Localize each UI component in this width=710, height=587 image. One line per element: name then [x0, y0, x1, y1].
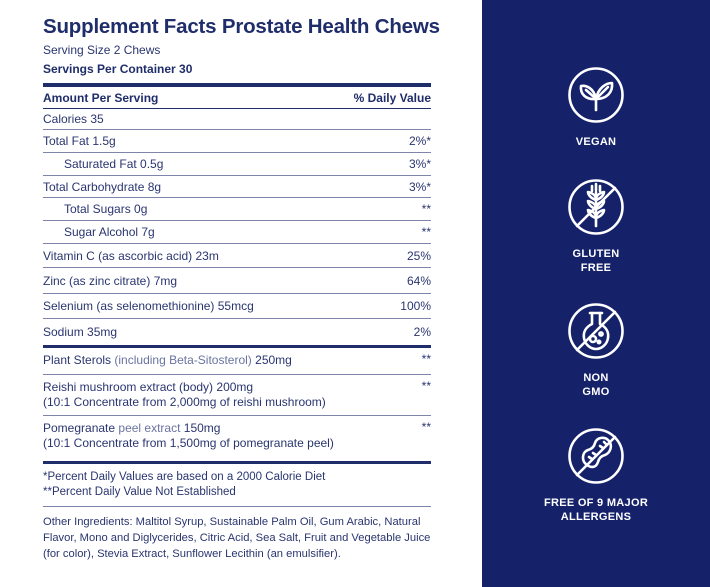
- nutrient-dv: **: [421, 202, 431, 216]
- badge-label: VEGAN: [575, 136, 617, 148]
- supplement-facts-panel: Supplement Facts Prostate Health Chews S…: [43, 14, 440, 562]
- badge-vegan: VEGAN: [482, 66, 710, 149]
- servings-per-container: Servings Per Container 30: [43, 62, 193, 76]
- nutrient-dv: 64%: [406, 273, 431, 288]
- vegan-leaf-icon: [567, 66, 625, 124]
- badge-gluten-free: GLUTEN FREE: [482, 178, 710, 275]
- nutrient-name: Saturated Fat 0.5g: [64, 157, 164, 171]
- nutrient-row-total-fat: Total Fat 1.5g 2%*: [43, 130, 431, 153]
- extract-dv: **: [421, 420, 431, 434]
- amount-per-serving-header: Amount Per Serving: [43, 90, 159, 105]
- facts-header-row: Amount Per Serving % Daily Value: [43, 87, 431, 109]
- nutrient-name: Calories 35: [43, 112, 104, 126]
- nutrient-name: Sodium 35mg: [43, 325, 118, 339]
- nutrient-name: Total Fat 1.5g: [43, 134, 116, 148]
- badges-panel: VEGAN GLUTEN FREE: [482, 0, 710, 587]
- nutrient-row-total-sugars: Total Sugars 0g **: [43, 198, 431, 221]
- badge-non-gmo: NON GMO: [482, 302, 710, 399]
- nutrient-dv: 25%: [406, 248, 431, 263]
- daily-value-header: % Daily Value: [353, 90, 431, 105]
- allergen-free-peanut-icon: [567, 427, 625, 485]
- nutrient-dv: **: [421, 225, 431, 239]
- nutrient-row-saturated-fat: Saturated Fat 0.5g 3%*: [43, 153, 431, 176]
- nutrient-name: Selenium (as selenomethionine) 55mcg: [43, 299, 254, 313]
- extract-row-pomegranate: Pomegranate peel extract 150mg (10:1 Con…: [43, 416, 431, 464]
- nutrient-row-sugar-alcohol: Sugar Alcohol 7g **: [43, 221, 431, 244]
- nutrient-row-selenium: Selenium (as selenomethionine) 55mcg 100…: [43, 294, 431, 319]
- thick-divider: [43, 83, 431, 87]
- footnote-daily-values: *Percent Daily Values are based on a 200…: [43, 471, 326, 483]
- nutrient-row-total-carbohydrate: Total Carbohydrate 8g 3%*: [43, 176, 431, 198]
- nutrient-row-vitamin-c: Vitamin C (as ascorbic acid) 23m 25%: [43, 244, 431, 268]
- non-gmo-flask-icon: [567, 302, 625, 360]
- nutrient-dv: 3%*: [408, 179, 431, 194]
- gluten-free-wheat-icon: [567, 178, 625, 236]
- badge-label: GLUTEN FREE: [572, 248, 620, 274]
- extract-dv: **: [421, 379, 431, 393]
- badge-label: NON GMO: [582, 372, 610, 398]
- nutrient-name: Zinc (as zinc citrate) 7mg: [43, 273, 178, 288]
- footnote-not-established: **Percent Daily Value Not Established: [43, 486, 236, 498]
- badge-allergen-free: FREE OF 9 MAJOR ALLERGENS: [482, 427, 710, 524]
- extract-row-reishi: Reishi mushroom extract (body) 200mg (10…: [43, 375, 431, 416]
- other-ingredients: Other Ingredients: Maltitol Syrup, Susta…: [43, 516, 431, 560]
- nutrient-name: Sugar Alcohol 7g: [64, 225, 155, 239]
- badge-label: FREE OF 9 MAJOR ALLERGENS: [543, 497, 649, 523]
- extract-name: Pomegranate peel extract 150mg (10:1 Con…: [43, 421, 334, 450]
- serving-size: Serving Size 2 Chews: [43, 43, 161, 57]
- nutrient-name: Vitamin C (as ascorbic acid) 23m: [43, 248, 219, 263]
- nutrient-row-zinc: Zinc (as zinc citrate) 7mg 64%: [43, 268, 431, 294]
- nutrient-dv: 2%*: [408, 134, 431, 148]
- nutrient-dv: 3%*: [408, 157, 431, 171]
- nutrient-dv: 2%: [413, 325, 431, 339]
- nutrient-row-calories: Calories 35: [43, 109, 431, 130]
- nutrient-name: Total Sugars 0g: [64, 202, 148, 216]
- footnotes: *Percent Daily Values are based on a 200…: [43, 464, 431, 507]
- extract-name: Reishi mushroom extract (body) 200mg (10…: [43, 380, 326, 409]
- extract-dv: **: [421, 352, 431, 366]
- nutrient-dv: 100%: [400, 299, 431, 313]
- facts-title: Supplement Facts Prostate Health Chews: [43, 15, 440, 38]
- nutrient-row-sodium: Sodium 35mg 2%: [43, 319, 431, 348]
- extract-name: Plant Sterols (including Beta-Sitosterol…: [43, 353, 292, 367]
- extract-row-plant-sterols: Plant Sterols (including Beta-Sitosterol…: [43, 348, 431, 375]
- nutrient-name: Total Carbohydrate 8g: [43, 179, 162, 194]
